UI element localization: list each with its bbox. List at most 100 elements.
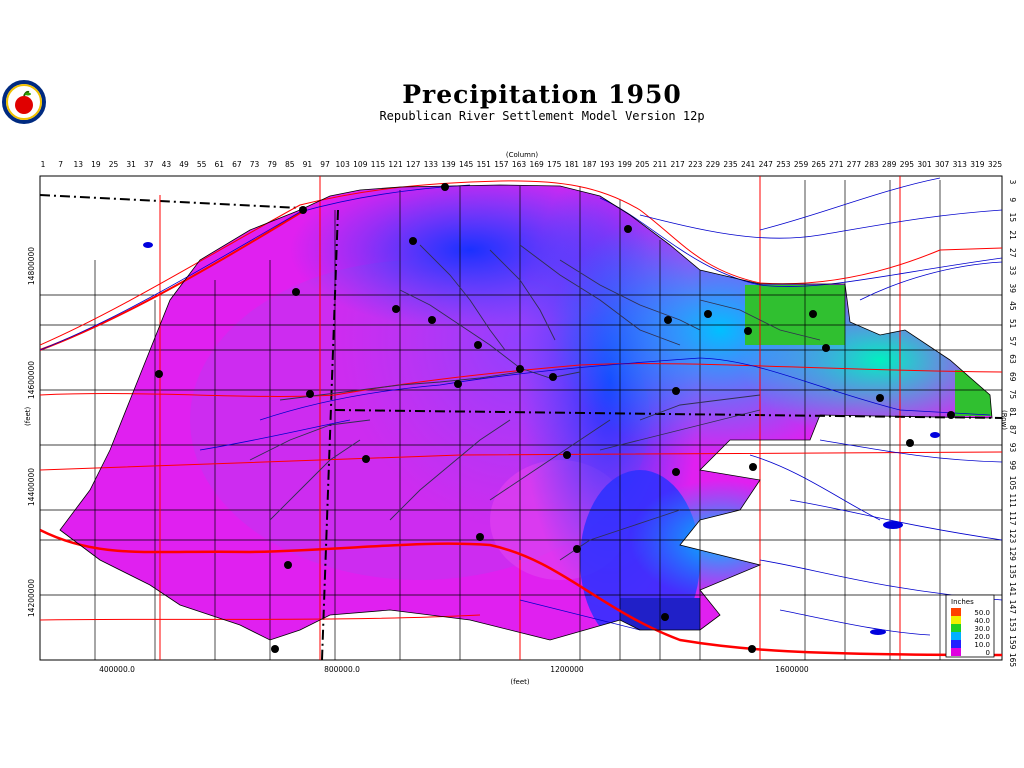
column-tick-label: 31 — [126, 160, 136, 169]
column-tick-label: 121 — [388, 160, 403, 169]
legend-label: 30.0 — [974, 625, 990, 633]
row-tick-label: 27 — [1008, 248, 1017, 258]
map-title: Precipitation 1950 — [402, 80, 682, 109]
column-tick-label: 217 — [671, 160, 686, 169]
model-boundary — [59, 184, 993, 641]
column-tick-label: 49 — [179, 160, 189, 169]
column-tick-label: 139 — [441, 160, 456, 169]
column-tick-label: 37 — [144, 160, 154, 169]
column-tick-label: 295 — [900, 160, 915, 169]
column-tick-label: 1 — [41, 160, 46, 169]
column-tick-label: 109 — [353, 160, 368, 169]
map-subtitle: Republican River Settlement Model Versio… — [379, 109, 705, 123]
row-tick-label: 153 — [1008, 617, 1017, 632]
column-tick-label: 127 — [406, 160, 421, 169]
x-tick-label: 1200000 — [550, 665, 584, 674]
column-tick-label: 85 — [285, 160, 295, 169]
column-tick-label: 241 — [741, 160, 756, 169]
column-tick-label: 223 — [688, 160, 703, 169]
legend-swatch — [951, 616, 961, 624]
row-tick-label: 117 — [1008, 511, 1017, 526]
column-tick-label: 73 — [250, 160, 260, 169]
x-axis-label: (feet) — [510, 678, 530, 686]
y-tick-label: 14400000 — [27, 468, 36, 506]
row-tick-label: 165 — [1008, 653, 1017, 668]
row-tick-label: 159 — [1008, 635, 1017, 650]
column-tick-label: 283 — [864, 160, 879, 169]
x-tick-label: 800000.0 — [324, 665, 360, 674]
column-tick-label: 55 — [197, 160, 207, 169]
y-tick-labels: 14800000 14600000 14400000 14200000 — [27, 247, 36, 617]
row-tick-label: 135 — [1008, 564, 1017, 579]
column-tick-label: 97 — [320, 160, 330, 169]
column-tick-label: 229 — [706, 160, 721, 169]
row-tick-label: 81 — [1008, 407, 1017, 417]
column-tick-label: 259 — [794, 160, 809, 169]
column-tick-label: 271 — [829, 160, 844, 169]
column-tick-label: 313 — [953, 160, 968, 169]
column-tick-label: 169 — [529, 160, 544, 169]
row-tick-label: 105 — [1008, 476, 1017, 491]
column-tick-label: 67 — [232, 160, 242, 169]
row-tick-label: 111 — [1008, 494, 1017, 509]
lakes — [143, 242, 940, 635]
column-tick-label: 211 — [653, 160, 668, 169]
row-tick-label: 39 — [1008, 283, 1017, 293]
column-tick-label: 43 — [162, 160, 172, 169]
x-tick-labels: 400000.0 800000.0 1200000 1600000 — [99, 665, 809, 674]
column-tick-label: 79 — [267, 160, 277, 169]
stream-cells — [249, 244, 821, 561]
column-tick-label: 19 — [91, 160, 101, 169]
column-tick-label: 181 — [565, 160, 580, 169]
legend-swatch — [951, 640, 961, 648]
row-tick-label: 57 — [1008, 337, 1017, 347]
row-tick-label: 75 — [1008, 390, 1017, 400]
column-tick-label: 199 — [618, 160, 633, 169]
legend-swatch — [951, 624, 961, 632]
column-tick-label: 247 — [759, 160, 774, 169]
y-tick-label: 14200000 — [27, 579, 36, 617]
row-tick-label: 99 — [1008, 460, 1017, 470]
column-tick-label: 253 — [776, 160, 791, 169]
x-tick-label: 400000.0 — [99, 665, 135, 674]
county-lines — [40, 180, 1002, 660]
legend-label: 0 — [986, 649, 990, 657]
legend-label: 20.0 — [974, 633, 990, 641]
row-tick-label: 15 — [1008, 213, 1017, 223]
row-tick-label: 129 — [1008, 547, 1017, 562]
column-tick-label: 235 — [723, 160, 738, 169]
legend-label: 40.0 — [974, 617, 990, 625]
column-tick-label: 301 — [917, 160, 932, 169]
legend-swatch — [951, 608, 961, 616]
row-tick-label: 3 — [1008, 180, 1017, 185]
column-tick-label: 133 — [424, 160, 439, 169]
column-tick-label: 289 — [882, 160, 897, 169]
y-tick-label: 14600000 — [27, 361, 36, 399]
row-tick-labels: 3915212733394551576369758187939910511111… — [1008, 180, 1017, 668]
column-tick-label: 325 — [988, 160, 1003, 169]
row-tick-label: 9 — [1008, 197, 1017, 202]
rivers — [40, 177, 1002, 636]
column-tick-label: 103 — [336, 160, 351, 169]
row-tick-label: 63 — [1008, 354, 1017, 364]
column-tick-label: 61 — [215, 160, 225, 169]
legend-swatch — [951, 632, 961, 640]
column-tick-label: 163 — [512, 160, 527, 169]
column-tick-label: 307 — [935, 160, 950, 169]
column-tick-label: 265 — [812, 160, 827, 169]
weather-stations — [155, 183, 955, 653]
legend-label: 50.0 — [974, 609, 990, 617]
column-tick-label: 157 — [494, 160, 509, 169]
row-tick-label: 141 — [1008, 582, 1017, 597]
row-tick-label: 69 — [1008, 372, 1017, 382]
column-tick-label: 277 — [847, 160, 862, 169]
column-tick-label: 193 — [600, 160, 615, 169]
column-tick-label: 13 — [73, 160, 83, 169]
column-tick-label: 187 — [582, 160, 597, 169]
row-tick-label: 87 — [1008, 425, 1017, 435]
column-tick-label: 205 — [635, 160, 650, 169]
column-tick-label: 7 — [58, 160, 63, 169]
column-tick-label: 151 — [477, 160, 492, 169]
row-tick-label: 123 — [1008, 529, 1017, 544]
